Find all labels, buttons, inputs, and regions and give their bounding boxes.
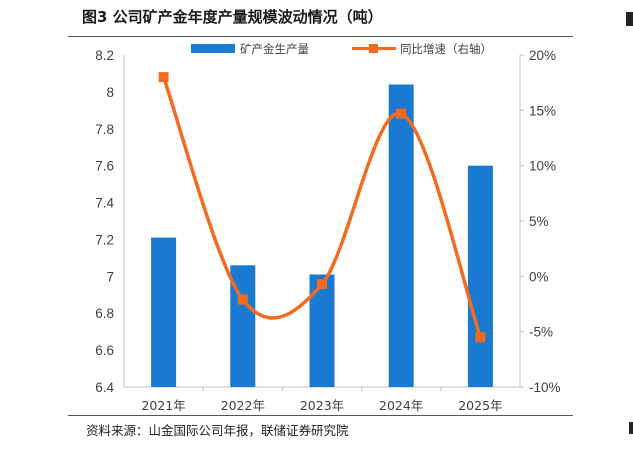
y-left-tick-label: 6.4 bbox=[95, 380, 114, 395]
x-tick-label: 2022年 bbox=[221, 398, 265, 413]
y-right-tick-label: 5% bbox=[529, 214, 549, 229]
bar bbox=[388, 84, 414, 387]
line-point bbox=[158, 72, 169, 83]
bar bbox=[151, 237, 177, 387]
title-rule bbox=[68, 36, 573, 37]
line-point bbox=[237, 294, 248, 305]
bar bbox=[467, 165, 493, 387]
legend-line-marker bbox=[369, 44, 378, 53]
chart-title: 图3 公司矿产金年度产量规模波动情况（吨） bbox=[82, 8, 383, 26]
chart-legend: 矿产金生产量 同比增速（右轴） bbox=[191, 42, 492, 56]
y-right-tick-label: 15% bbox=[529, 103, 556, 118]
legend-bar-swatch bbox=[191, 44, 235, 53]
line-point bbox=[317, 279, 327, 290]
y-left-tick-label: 7.4 bbox=[95, 196, 114, 211]
x-tick-label: 2023年 bbox=[300, 398, 344, 413]
y-left-tick-label: 7.2 bbox=[95, 232, 114, 247]
bar-series bbox=[151, 84, 493, 387]
y-left-tick-label: 6.8 bbox=[95, 306, 114, 321]
legend-line-label: 同比增速（右轴） bbox=[400, 42, 492, 56]
adjacent-panel-edge-bottom bbox=[629, 422, 633, 434]
line-point bbox=[475, 332, 486, 343]
source-note: 资料来源：山金国际公司年报，联储证券研究院 bbox=[86, 423, 349, 438]
x-tick-label: 2024年 bbox=[379, 398, 423, 413]
y-left-tick-label: 7 bbox=[106, 269, 114, 284]
y-left-tick-label: 6.6 bbox=[95, 343, 114, 358]
y-right-tick-label: 10% bbox=[529, 159, 556, 174]
y-left-tick-label: 7.6 bbox=[95, 159, 114, 174]
y-right-tick-label: 0% bbox=[529, 269, 549, 284]
adjacent-panel-edge bbox=[626, 12, 633, 26]
line-series bbox=[158, 72, 486, 343]
x-tick-label: 2021年 bbox=[141, 398, 185, 413]
y-right-tick-label: -10% bbox=[529, 380, 561, 395]
y-right-tick-label: -5% bbox=[529, 325, 553, 340]
y-right-tick-label: 20% bbox=[529, 48, 556, 63]
line-point bbox=[396, 108, 407, 119]
y-left-tick-label: 7.8 bbox=[95, 122, 114, 137]
growth-line bbox=[161, 76, 483, 338]
source-rule bbox=[68, 415, 573, 416]
y-left-tick-label: 8.2 bbox=[95, 48, 114, 63]
y-left-tick-label: 8 bbox=[106, 85, 114, 100]
x-tick-label: 2025年 bbox=[458, 398, 502, 413]
chart-axes: 6.4 6.6 6.8 7 7.2 7.4 7.6 7.8 8 8.2 -10% -5% 0% 5% 10%… bbox=[95, 48, 560, 413]
legend-bar-label: 矿产金生产量 bbox=[240, 42, 309, 56]
